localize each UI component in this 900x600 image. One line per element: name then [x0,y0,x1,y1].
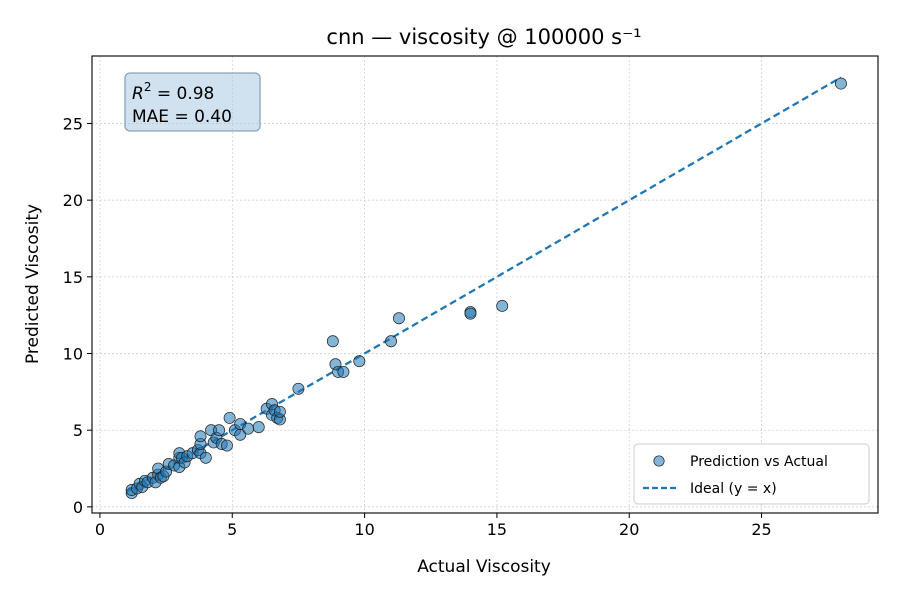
x-tick-label: 5 [227,520,237,539]
stats-r2-prefix: R [132,84,144,104]
data-point [464,307,477,320]
data-point [834,77,847,90]
data-point [223,411,236,424]
data-point [337,365,350,378]
data-point [213,424,225,437]
data-point [393,312,405,325]
data-point [199,451,212,464]
x-axis-label: Actual Viscosity [417,557,551,577]
data-point [194,430,207,443]
data-point [385,335,398,348]
x-tick-label: 0 [95,520,105,539]
y-axis-label: Predicted Viscosity [23,204,43,364]
stats-mae: MAE = 0.40 [132,107,232,127]
axis-ticks: 0 5 10 15 20 25 0 5 10 15 20 25 [63,114,772,539]
grid-lines [92,56,878,513]
x-tick-label: 20 [619,520,639,539]
data-point [221,439,233,452]
data-point [326,335,339,348]
legend-label-ideal: Ideal (y = x) [690,481,777,497]
data-point [496,300,509,312]
stats-r2: R2 = 0.98 [132,80,214,104]
plot-frame [91,55,879,514]
stats-r2-value: = 0.98 [151,84,214,104]
data-point [252,421,265,434]
data-points [125,77,847,500]
y-tick-label: 25 [63,114,83,133]
x-tick-label: 25 [751,520,771,539]
y-tick-label: 5 [73,421,83,440]
data-point [353,355,366,368]
legend-label-scatter: Prediction vs Actual [690,454,828,470]
y-tick-label: 20 [63,191,83,210]
legend-marker-scatter [653,455,665,467]
stats-box-background [124,72,261,132]
data-point [242,422,255,435]
legend: Prediction vs Actual Ideal (y = x) [633,443,870,505]
y-tick-label: 0 [73,498,83,517]
stats-r2-sup: 2 [144,80,152,94]
data-point [292,382,305,395]
x-tick-label: 15 [487,520,507,539]
data-point [273,405,286,418]
legend-box [633,443,870,505]
stats-box: R2 = 0.98 MAE = 0.40 [124,72,261,132]
chart-title: cnn — viscosity @ 100000 s⁻¹ [326,25,641,49]
y-tick-label: 15 [63,268,83,287]
y-tick-label: 10 [63,345,83,364]
x-tick-label: 10 [354,520,374,539]
